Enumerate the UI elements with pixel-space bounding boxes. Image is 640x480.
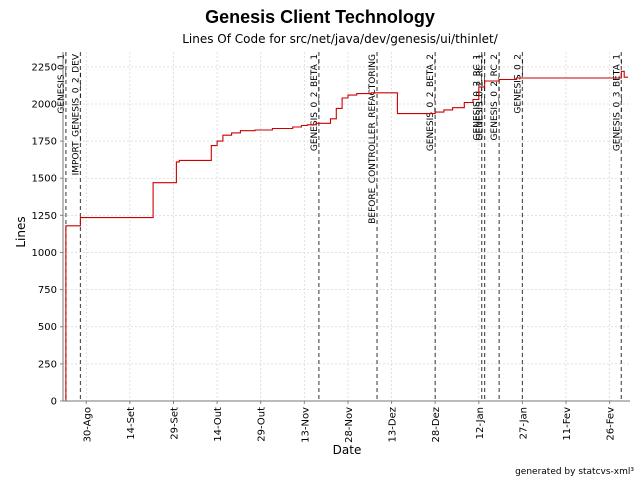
chart-subtitle: Lines Of Code for src/net/java/dev/genes… xyxy=(182,32,499,46)
event-marker-label: GENESIS_0_2_BETA_2 xyxy=(426,54,436,151)
x-tick-label: 14-Set xyxy=(126,407,137,440)
plot-background xyxy=(63,52,630,401)
x-tick-label: 29-Out xyxy=(257,407,268,442)
x-tick-label: 29-Set xyxy=(169,407,180,440)
y-tick-label: 2000 xyxy=(32,99,57,110)
y-tick-label: 2250 xyxy=(32,62,57,73)
event-marker-label: GENESIS_0_2_RC_1 xyxy=(473,54,483,140)
y-tick-label: 0 xyxy=(51,397,57,408)
event-marker-label: GENESIS_0_3_BETA_1 xyxy=(612,54,622,151)
event-marker-label: BEFORE_CONTROLLER_REFACTORING xyxy=(368,54,378,224)
x-tick-label: 30-Ago xyxy=(82,407,93,442)
y-axis-label: Lines xyxy=(14,216,28,247)
plot-area: 0 250 500 750 1000 1250 1500 1750 2000 2250 30-Ago… xyxy=(32,52,630,443)
x-tick-label: 12-Jan xyxy=(475,407,486,439)
event-marker-label: IMPORT_GENESIS_0_2_DEV xyxy=(71,53,81,175)
x-tick-label: 13-Dez xyxy=(388,407,399,442)
x-tick-label: 26-Fev xyxy=(606,407,617,441)
event-marker-label: GENESIS_0_2 xyxy=(513,54,523,114)
y-tick-label: 500 xyxy=(38,322,57,333)
x-axis-label: Date xyxy=(333,443,362,457)
event-marker-label: GENESIS_0_2_RC_1 xyxy=(476,54,486,140)
event-marker-label: GENESIS_0_1 xyxy=(57,54,67,114)
y-tick-label: 250 xyxy=(38,359,57,370)
x-tick-label: 28-Dez xyxy=(431,407,442,442)
y-tick-label: 1500 xyxy=(32,174,57,185)
event-marker-label: GENESIS_0_2_RC_2 xyxy=(490,54,500,140)
y-tick-label: 750 xyxy=(38,285,57,296)
x-tick-label: 28-Nov xyxy=(344,407,355,443)
event-marker-label: GENESIS_0_2_BETA_1 xyxy=(310,54,320,151)
generator-credit: generated by statcvs-xml³ xyxy=(515,467,634,477)
x-tick-label: 27-Jan xyxy=(518,407,529,439)
lines-of-code-line xyxy=(65,70,629,401)
x-tick-label: 13-Nov xyxy=(300,407,311,443)
chart-title: Genesis Client Technology xyxy=(205,7,435,27)
y-tick-label: 1000 xyxy=(32,248,57,259)
y-tick-label: 1250 xyxy=(32,211,57,222)
y-tick-label: 1750 xyxy=(32,137,57,148)
x-tick-label: 14-Out xyxy=(213,407,224,442)
x-tick-label: 11-Fev xyxy=(562,407,573,441)
